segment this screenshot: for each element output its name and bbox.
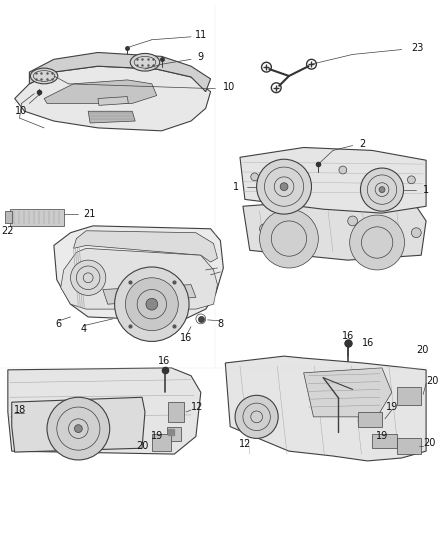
Circle shape: [411, 228, 421, 238]
Text: 16: 16: [180, 334, 192, 343]
Text: 18: 18: [14, 405, 26, 415]
Polygon shape: [166, 426, 181, 441]
Circle shape: [407, 176, 415, 184]
Text: 2: 2: [360, 139, 366, 149]
Text: 11: 11: [194, 30, 207, 40]
Text: 20: 20: [136, 441, 148, 451]
Circle shape: [74, 425, 82, 432]
Circle shape: [348, 216, 357, 226]
Polygon shape: [304, 368, 392, 417]
Text: 19: 19: [386, 402, 398, 412]
Text: 9: 9: [198, 52, 204, 62]
Polygon shape: [12, 397, 145, 452]
Text: 10: 10: [223, 82, 236, 92]
Text: 12: 12: [239, 439, 251, 449]
Text: 10: 10: [15, 106, 28, 116]
Polygon shape: [88, 111, 135, 123]
Text: 6: 6: [56, 319, 62, 329]
Polygon shape: [357, 412, 382, 426]
Polygon shape: [29, 52, 211, 92]
Text: 4: 4: [80, 324, 86, 334]
Circle shape: [71, 260, 106, 295]
Circle shape: [125, 278, 178, 330]
Polygon shape: [240, 148, 426, 213]
Text: 1: 1: [423, 184, 429, 195]
Text: 16: 16: [159, 356, 171, 366]
Text: 20: 20: [416, 345, 429, 356]
Circle shape: [378, 170, 386, 178]
Polygon shape: [397, 387, 421, 405]
Circle shape: [280, 183, 288, 191]
Polygon shape: [61, 248, 217, 309]
Polygon shape: [44, 80, 157, 103]
Polygon shape: [15, 66, 211, 131]
Circle shape: [260, 209, 318, 268]
Circle shape: [387, 221, 397, 231]
Polygon shape: [98, 96, 128, 106]
Text: 16: 16: [362, 338, 374, 349]
Text: 8: 8: [217, 319, 223, 329]
Polygon shape: [137, 282, 173, 295]
Text: 16: 16: [342, 330, 354, 341]
Circle shape: [251, 173, 258, 181]
Text: 21: 21: [83, 209, 95, 219]
Circle shape: [235, 395, 278, 439]
Circle shape: [360, 168, 403, 211]
Circle shape: [47, 397, 110, 460]
Polygon shape: [397, 439, 421, 454]
Polygon shape: [169, 402, 184, 422]
Circle shape: [350, 215, 405, 270]
Circle shape: [379, 187, 385, 192]
Text: 20: 20: [423, 438, 435, 448]
Polygon shape: [243, 199, 426, 260]
Polygon shape: [8, 368, 201, 454]
Text: 19: 19: [376, 431, 388, 441]
Polygon shape: [5, 211, 12, 223]
Polygon shape: [74, 231, 217, 262]
Text: 20: 20: [426, 376, 438, 385]
Text: 12: 12: [191, 402, 203, 412]
Circle shape: [115, 267, 189, 342]
Circle shape: [339, 166, 347, 174]
Polygon shape: [225, 356, 426, 461]
Polygon shape: [103, 285, 196, 304]
Polygon shape: [152, 433, 171, 451]
Text: 1: 1: [233, 182, 239, 192]
Circle shape: [257, 159, 311, 214]
Polygon shape: [54, 226, 223, 321]
Text: 19: 19: [151, 431, 163, 441]
Text: 23: 23: [411, 43, 424, 53]
Polygon shape: [10, 209, 64, 226]
Ellipse shape: [30, 68, 58, 84]
Polygon shape: [372, 434, 397, 448]
Circle shape: [280, 168, 288, 176]
Circle shape: [146, 298, 158, 310]
Circle shape: [260, 224, 269, 233]
Circle shape: [294, 218, 304, 228]
Ellipse shape: [130, 53, 160, 71]
Text: 22: 22: [2, 226, 14, 236]
